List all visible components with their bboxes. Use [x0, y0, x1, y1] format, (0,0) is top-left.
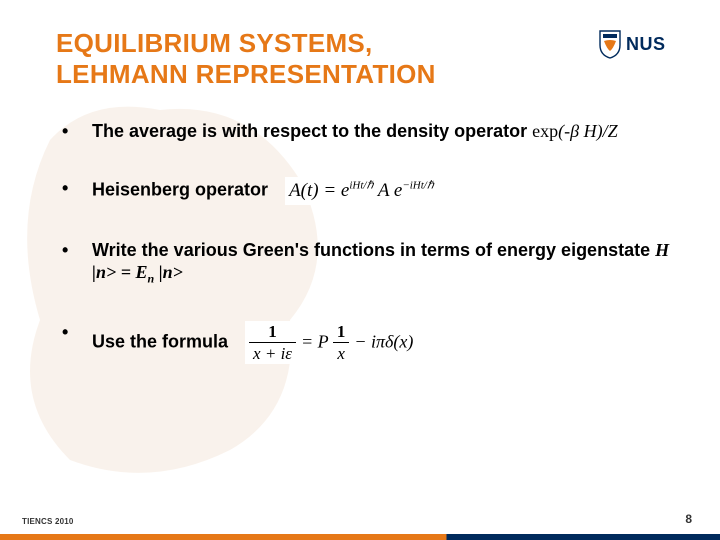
slide-title: EQUILIBRIUM SYSTEMS, LEHMANN REPRESENTAT… [56, 28, 672, 90]
frac2-den: x [333, 343, 350, 362]
title-line-2: LEHMANN REPRESENTATION [56, 59, 436, 89]
hf-mid: A e [373, 180, 402, 201]
exp-body: (-β H)/Z [558, 121, 617, 141]
exp-prefix: exp [532, 121, 558, 141]
bullet-1-text: The average is with respect to the densi… [92, 121, 532, 141]
eig-rhs: |n> [154, 262, 183, 282]
frac-2: 1 x [333, 323, 350, 362]
bullet-4: Use the formula 1 x + iε = P 1 x − iπδ(x… [56, 321, 672, 364]
heisenberg-formula: A(t) = eiHt/ℏ A e−iHt/ℏ [285, 177, 438, 205]
bullet-3-text: Write the various Green's functions in t… [92, 240, 655, 260]
principal-value-formula: 1 x + iε = P 1 x − iπδ(x) [245, 321, 417, 364]
bullet-3: Write the various Green's functions in t… [56, 239, 672, 287]
bullet-2: Heisenberg operator A(t) = eiHt/ℏ A e−iH… [56, 177, 672, 205]
pv-eq: = P [301, 331, 333, 351]
footer-stripe [0, 534, 720, 540]
page-number: 8 [685, 512, 692, 526]
bullet-list: The average is with respect to the densi… [56, 120, 672, 363]
bullet-1-formula: exp(-β H)/Z [532, 121, 617, 141]
hf-a: A(t) = e [289, 180, 349, 201]
bullet-1: The average is with respect to the densi… [56, 120, 672, 143]
title-line-1: EQUILIBRIUM SYSTEMS, [56, 28, 373, 58]
slide-content: EQUILIBRIUM SYSTEMS, LEHMANN REPRESENTAT… [0, 0, 720, 364]
bullet-2-text: Heisenberg operator [92, 180, 268, 200]
frac2-num: 1 [333, 323, 350, 343]
pv-tail: − iπδ(x) [354, 331, 413, 351]
frac-1: 1 x + iε [249, 323, 296, 362]
footer-left: TIENCS 2010 [22, 517, 74, 526]
hf-e2: −iHt/ℏ [402, 180, 434, 192]
bullet-4-text: Use the formula [92, 331, 228, 351]
frac1-num: 1 [249, 323, 296, 343]
frac1-den: x + iε [249, 343, 296, 362]
hf-e1: iHt/ℏ [349, 180, 373, 192]
